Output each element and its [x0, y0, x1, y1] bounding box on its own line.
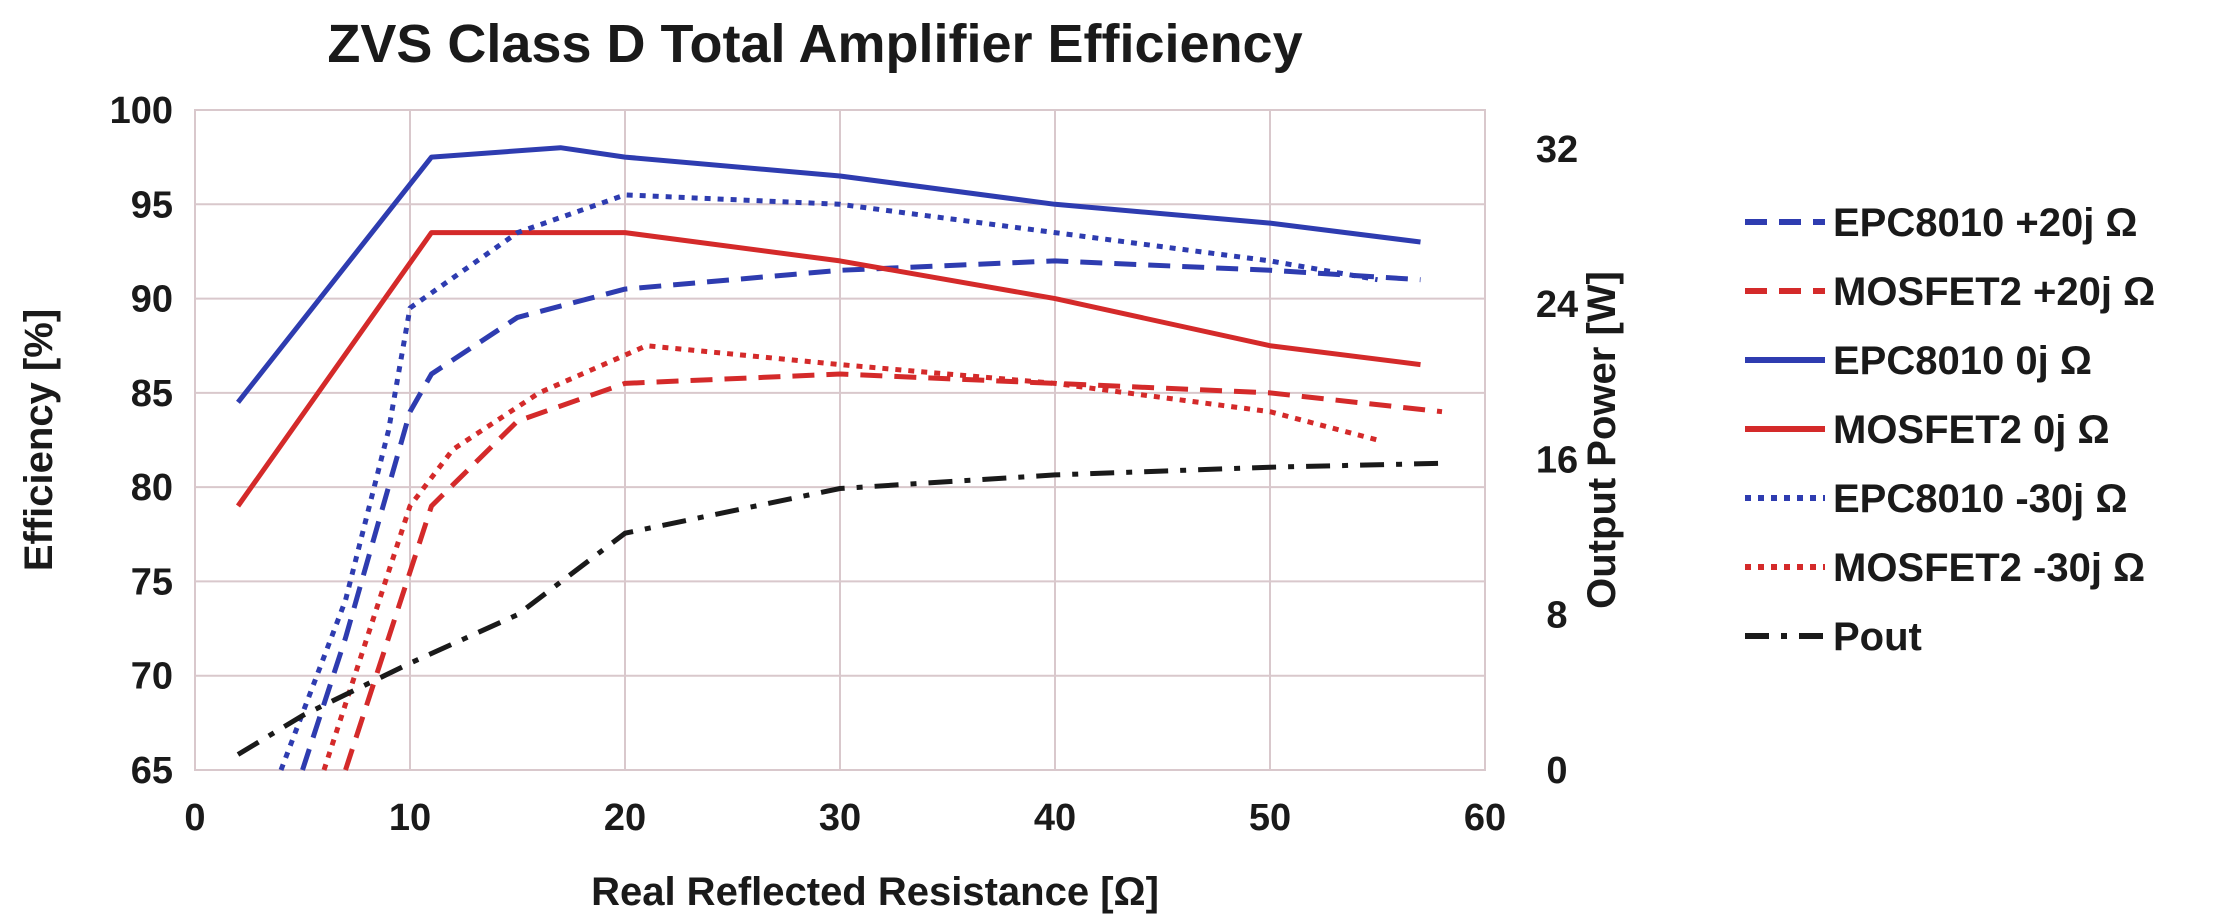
- x-axis-label: Real Reflected Resistance [Ω]: [591, 870, 1159, 914]
- y-tick-label: 100: [110, 90, 173, 132]
- y2-tick-label: 16: [1536, 439, 1578, 481]
- grid-lines: [194, 109, 1486, 771]
- y-axis-label: Efficiency [%]: [17, 309, 61, 571]
- y-tick-label: 95: [131, 184, 173, 226]
- y-tick-label: 90: [131, 279, 173, 321]
- y2-axis-ticks: 0 8 16 24 32: [1536, 129, 1578, 792]
- legend-label: EPC8010 -30j Ω: [1833, 477, 2127, 521]
- x-tick-label: 10: [389, 797, 431, 839]
- series-line-2: [343, 371, 1443, 771]
- x-tick-label: 60: [1464, 797, 1506, 839]
- legend-label: EPC8010 0j Ω: [1833, 339, 2092, 383]
- legend-label: MOSFET2 -30j Ω: [1833, 546, 2145, 590]
- series-line-3: [236, 145, 1421, 404]
- y2-tick-label: 24: [1536, 284, 1578, 326]
- legend-label: MOSFET2 0j Ω: [1833, 408, 2110, 452]
- x-tick-label: 0: [184, 797, 205, 839]
- y-tick-label: 70: [131, 656, 173, 698]
- y-tick-label: 85: [131, 373, 173, 415]
- y-tick-label: 65: [131, 750, 173, 792]
- series-line-4: [235, 230, 1421, 508]
- series-line-7: [236, 460, 1443, 757]
- series-line-5: [278, 192, 1378, 771]
- y2-axis-label: Output Power [W]: [1580, 271, 1624, 609]
- legend-label: MOSFET2 +20j Ω: [1833, 270, 2155, 314]
- x-tick-label: 20: [604, 797, 646, 839]
- legend-label: Pout: [1833, 615, 1922, 659]
- series-line-6: [321, 343, 1379, 771]
- series-lines: [235, 145, 1443, 771]
- y-tick-label: 80: [131, 467, 173, 509]
- x-axis-ticks: 0 10 20 30 40 50 60: [184, 797, 1506, 839]
- x-tick-label: 50: [1249, 797, 1291, 839]
- y2-tick-label: 32: [1536, 129, 1578, 171]
- x-tick-label: 30: [819, 797, 861, 839]
- chart-title: ZVS Class D Total Amplifier Efficiency: [327, 14, 1302, 74]
- legend: EPC8010 +20j Ω MOSFET2 +20j Ω EPC8010 0j Ω…: [1745, 201, 2155, 659]
- y-axis-ticks: 65 70 75 80 85 90 95 100: [110, 90, 173, 792]
- y-tick-label: 75: [131, 561, 173, 603]
- legend-label: EPC8010 +20j Ω: [1833, 201, 2138, 245]
- series-line-1: [300, 258, 1421, 771]
- y2-tick-label: 0: [1546, 750, 1567, 792]
- y2-tick-label: 8: [1546, 595, 1567, 637]
- x-tick-label: 40: [1034, 797, 1076, 839]
